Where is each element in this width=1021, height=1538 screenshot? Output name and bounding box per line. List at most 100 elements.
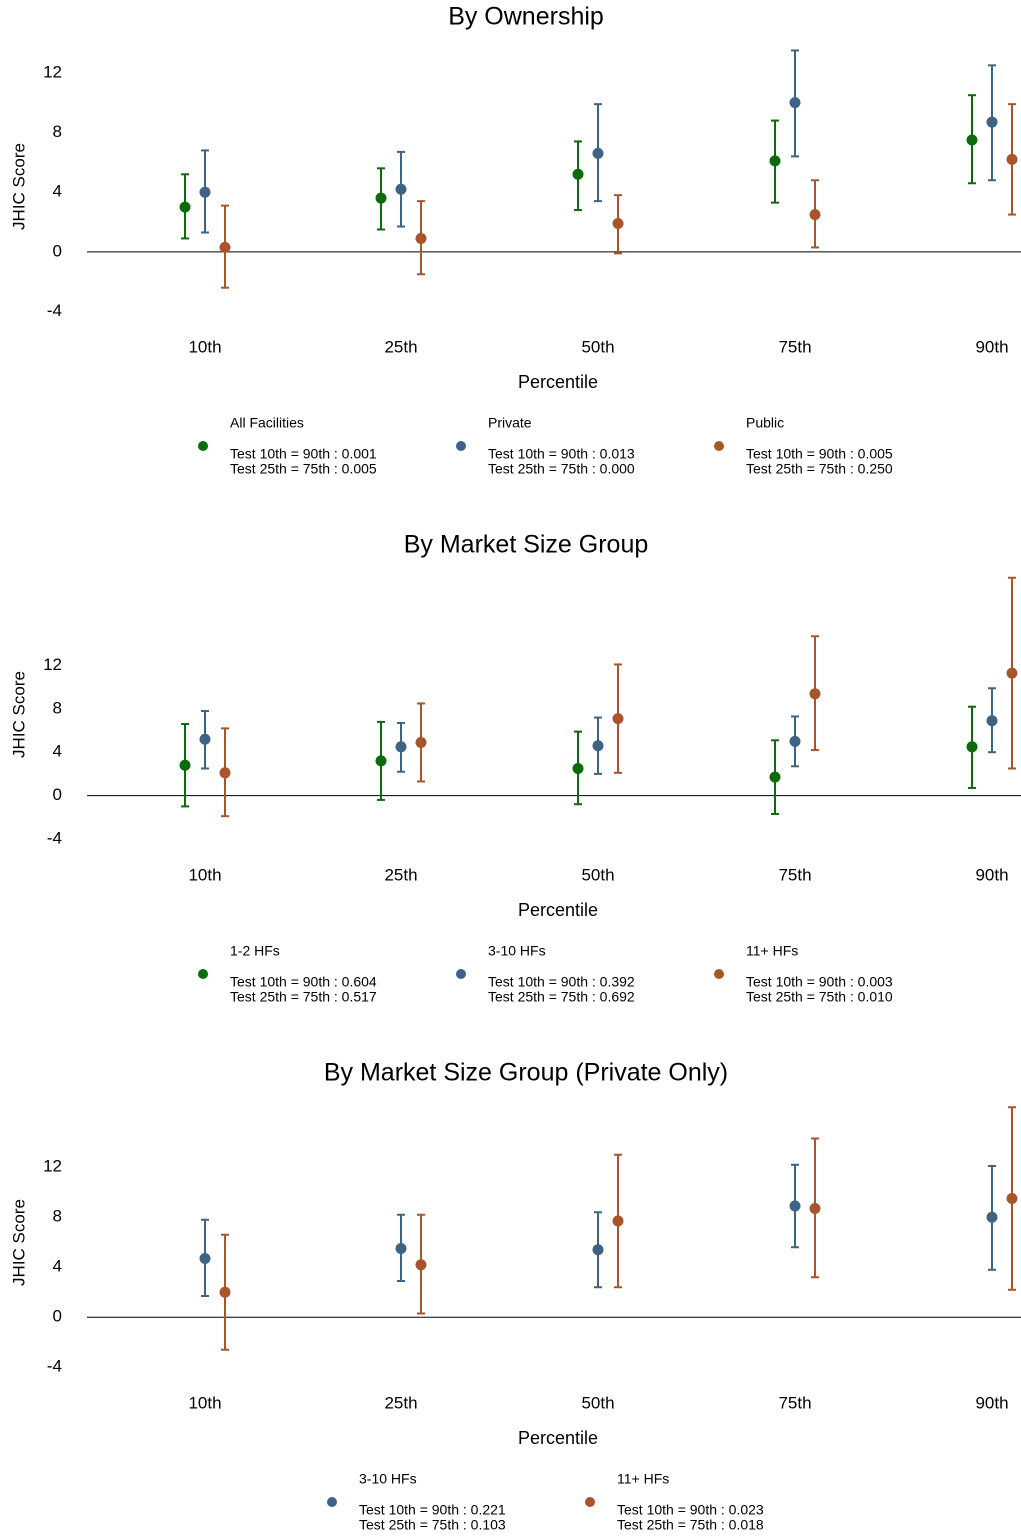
point	[179, 759, 191, 771]
legend-note: Test 25th = 75th : 0.000	[488, 461, 635, 477]
point	[199, 186, 211, 198]
x-tick-label: 75th	[778, 865, 811, 884]
y-tick-label: 12	[43, 1157, 62, 1176]
point	[219, 1286, 231, 1298]
x-tick-label: 90th	[975, 865, 1008, 884]
y-tick-label: 12	[43, 62, 62, 81]
point	[415, 1259, 427, 1271]
point	[986, 116, 998, 128]
point	[572, 168, 584, 180]
point	[592, 1244, 604, 1256]
legend-note: Test 25th = 75th : 0.005	[230, 461, 377, 477]
point	[572, 762, 584, 774]
legend-label: 3-10 HFs	[359, 1471, 417, 1487]
legend-label: 1-2 HFs	[230, 943, 280, 959]
point	[966, 134, 978, 146]
point	[612, 1215, 624, 1227]
x-tick-label: 25th	[384, 337, 417, 356]
point	[612, 713, 624, 725]
legend-note: Test 10th = 90th : 0.001	[230, 446, 377, 462]
x-tick-label: 50th	[581, 865, 614, 884]
y-tick-label: 4	[53, 1257, 62, 1276]
point	[769, 155, 781, 167]
legend-note: Test 25th = 75th : 0.250	[746, 461, 893, 477]
legend-note: Test 10th = 90th : 0.392	[488, 974, 635, 990]
x-tick-label: 10th	[188, 1393, 221, 1412]
legend-marker	[714, 441, 724, 451]
point	[789, 97, 801, 109]
y-tick-label: -4	[47, 1357, 62, 1376]
x-tick-label: 10th	[188, 337, 221, 356]
y-axis-label: JHIC Score	[9, 143, 28, 230]
y-axis-label: JHIC Score	[9, 671, 28, 758]
y-tick-label: 4	[53, 182, 62, 201]
x-axis-label: Percentile	[518, 372, 598, 392]
point	[375, 755, 387, 767]
x-axis-label: Percentile	[518, 900, 598, 920]
legend-note: Test 25th = 75th : 0.692	[488, 989, 635, 1005]
x-tick-label: 50th	[581, 1393, 614, 1412]
legend-marker	[198, 969, 208, 979]
y-tick-label: -4	[47, 828, 62, 847]
legend-note: Test 10th = 90th : 0.604	[230, 974, 377, 990]
legend-note: Test 10th = 90th : 0.221	[359, 1502, 506, 1518]
chart-title: By Ownership	[448, 3, 604, 31]
y-tick-label: 4	[53, 742, 62, 761]
point	[769, 771, 781, 783]
legend-marker	[456, 969, 466, 979]
legend-note: Test 25th = 75th : 0.103	[359, 1517, 506, 1533]
legend-label: All Facilities	[230, 415, 304, 431]
y-tick-label: 8	[53, 122, 62, 141]
y-tick-label: 0	[53, 241, 62, 260]
point	[415, 232, 427, 244]
chart-title: By Market Size Group	[404, 531, 649, 559]
legend-note: Test 10th = 90th : 0.023	[617, 1502, 764, 1518]
point	[179, 201, 191, 213]
point	[966, 741, 978, 753]
legend-label: Private	[488, 415, 532, 431]
point	[789, 735, 801, 747]
point	[809, 1203, 821, 1214]
x-tick-label: 75th	[778, 337, 811, 356]
x-tick-label: 25th	[384, 865, 417, 884]
point	[809, 209, 821, 221]
legend-note: Test 25th = 75th : 0.517	[230, 989, 377, 1005]
point	[1006, 667, 1018, 679]
point	[199, 1253, 211, 1264]
legend-label: 11+ HFs	[746, 943, 798, 959]
point	[986, 715, 998, 727]
y-axis-label: JHIC Score	[9, 1199, 28, 1286]
legend-label: Public	[746, 415, 784, 431]
y-tick-label: -4	[47, 301, 62, 320]
point	[415, 736, 427, 748]
legend-marker	[327, 1497, 337, 1507]
legend-label: 11+ HFs	[617, 1471, 669, 1487]
x-tick-label: 75th	[778, 1393, 811, 1412]
x-tick-label: 25th	[384, 1393, 417, 1412]
point	[199, 733, 211, 745]
legend-note: Test 25th = 75th : 0.010	[746, 989, 893, 1005]
legend-note: Test 10th = 90th : 0.003	[746, 974, 893, 990]
x-tick-label: 10th	[188, 865, 221, 884]
x-tick-label: 50th	[581, 337, 614, 356]
point	[612, 218, 624, 230]
point	[395, 741, 407, 753]
y-tick-label: 12	[43, 655, 62, 674]
legend-marker	[714, 969, 724, 979]
point	[395, 1243, 407, 1254]
point	[1006, 153, 1018, 165]
point	[986, 1211, 998, 1223]
x-axis-label: Percentile	[518, 1428, 598, 1448]
point	[1006, 1193, 1018, 1204]
legend-note: Test 10th = 90th : 0.005	[746, 446, 893, 462]
point	[219, 767, 231, 779]
legend-marker	[585, 1497, 595, 1507]
point	[395, 183, 407, 195]
legend-note: Test 25th = 75th : 0.018	[617, 1517, 764, 1533]
chart-title: By Market Size Group (Private Only)	[324, 1059, 728, 1087]
point	[809, 688, 821, 700]
y-tick-label: 0	[53, 1307, 62, 1326]
legend-marker	[456, 441, 466, 451]
